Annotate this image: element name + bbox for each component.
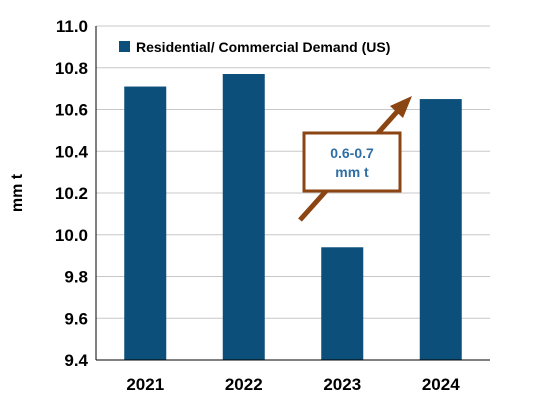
legend-label: Residential/ Commercial Demand (US): [136, 39, 390, 55]
y-axis-label: mm t: [9, 173, 26, 212]
x-tick-label: 2022: [225, 375, 263, 394]
x-tick-label: 2023: [323, 375, 361, 394]
legend-swatch: [119, 41, 130, 52]
bar-2021: [124, 86, 167, 360]
y-tick-label: 9.6: [64, 309, 88, 328]
x-tick-labels: 2021 2022 2023 2024: [126, 375, 460, 394]
y-tick-label: 10.2: [55, 184, 88, 203]
y-tick-label: 11.0: [56, 17, 88, 36]
annotation: 0.6-0.7 mm t: [298, 96, 412, 222]
annotation-box: [302, 131, 402, 193]
bar-2022: [222, 74, 265, 360]
legend: Residential/ Commercial Demand (US): [119, 39, 390, 55]
x-tick-label: 2024: [422, 375, 460, 394]
annotation-line-2: mm t: [335, 164, 369, 180]
annotation-arrow-head: [390, 96, 412, 118]
x-tick-label: 2021: [126, 375, 164, 394]
y-tick-label: 10.4: [55, 142, 89, 161]
annotation-line-1: 0.6-0.7: [330, 145, 374, 161]
y-tick-label: 10.6: [55, 101, 88, 120]
y-tick-label: 9.4: [64, 351, 88, 370]
bar-2024: [419, 99, 462, 360]
y-tick-label: 10.0: [55, 226, 88, 245]
y-tick-label: 9.8: [64, 268, 88, 287]
y-tick-label: 10.8: [55, 59, 88, 78]
bars: [124, 74, 462, 360]
y-tick-labels: 9.4 9.6 9.8 10.0 10.2 10.4 10.6 10.8 11.0: [55, 17, 89, 370]
bar-2023: [321, 247, 364, 360]
